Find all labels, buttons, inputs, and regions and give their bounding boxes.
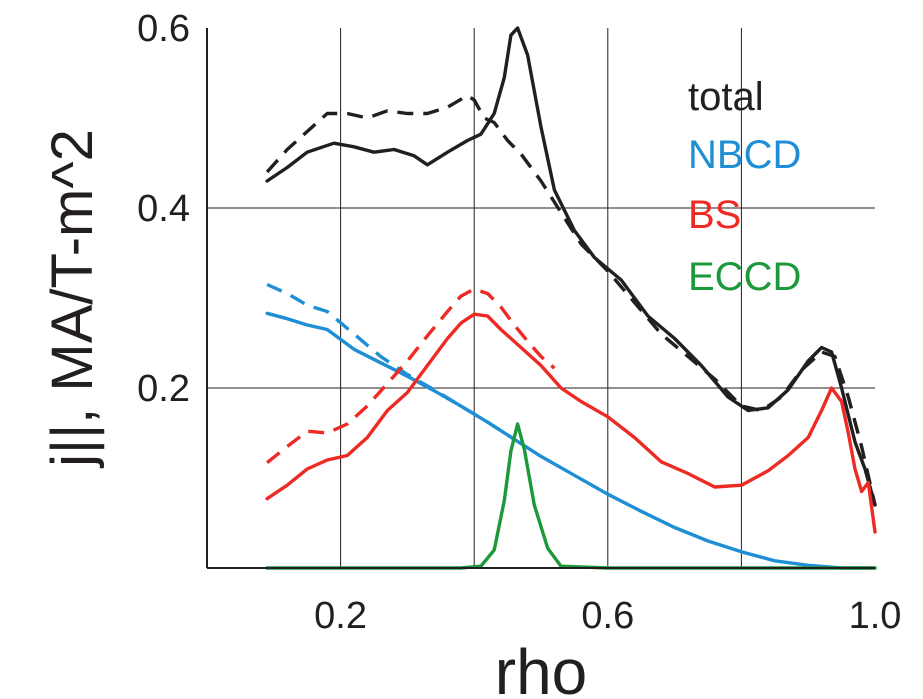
x-tick-label-1: 0.6 [581,595,634,637]
grid-layer [207,28,875,568]
x-tick-label-2: 1.0 [849,595,902,637]
series-line-nbcd [265,311,877,570]
series-line-bs-dashed [266,287,556,465]
x-axis-title: rho [495,636,588,699]
y-tick-label-2: 0.6 [137,8,190,50]
legend-item-total: total [688,75,764,119]
legend-item-eccd: ECCD [688,255,801,299]
x-tick-label-0: 0.2 [314,595,367,637]
y-axis-title: j||, MA/T-m^2 [40,129,105,469]
y-tick-label-1: 0.4 [137,188,190,230]
y-tick-label-0: 0.2 [137,368,190,410]
series-line-total [265,26,877,507]
tick-label-layer: 0.2 0.6 1.0 0.2 0.4 0.6 [137,8,901,637]
plot-frame-layer [206,28,875,569]
legend: total NBCD BS ECCD [688,75,801,299]
series-line-bs [265,312,877,534]
series-line-nbcd-dashed [266,282,516,441]
legend-item-bs: BS [688,193,741,237]
legend-item-nbcd: NBCD [688,133,801,177]
series-line-total-dashed [265,93,877,506]
